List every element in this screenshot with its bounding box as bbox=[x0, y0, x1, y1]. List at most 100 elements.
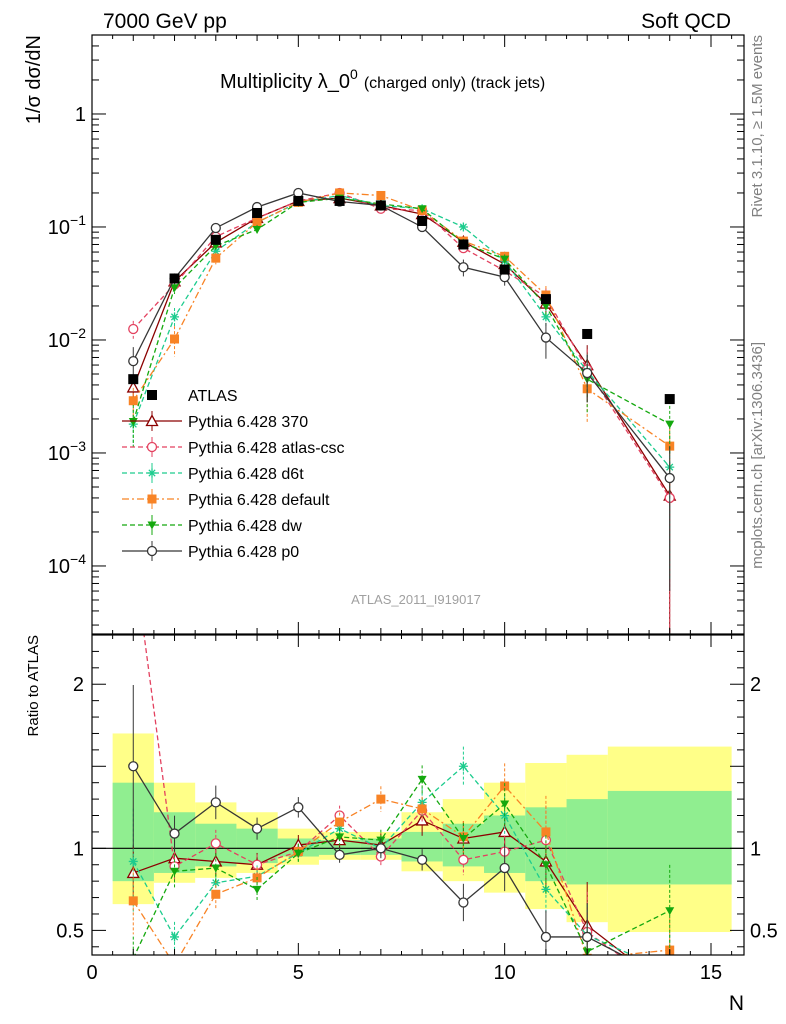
main-y-axis-label: 1/σ dσ/dN bbox=[23, 35, 45, 124]
ratio-panel-frame bbox=[91, 634, 745, 956]
ratio-point bbox=[665, 967, 674, 976]
data-point bbox=[540, 294, 551, 305]
ratio-point bbox=[211, 864, 221, 873]
ratio-point bbox=[129, 548, 138, 557]
ratio-point bbox=[335, 833, 345, 842]
ratio-point bbox=[665, 987, 674, 996]
ratio-y-tick-label-right: 2 bbox=[750, 674, 761, 696]
ratio-band-inner bbox=[607, 790, 732, 885]
legend-entry: Pythia 6.428 370 bbox=[122, 411, 308, 431]
ratio-point bbox=[128, 896, 138, 906]
data-point bbox=[540, 332, 552, 343]
legend-label: ATLAS bbox=[188, 388, 238, 405]
data-point bbox=[417, 205, 427, 214]
data-point bbox=[458, 239, 469, 250]
x-tick-label: 0 bbox=[86, 962, 97, 984]
ratio-point bbox=[169, 828, 180, 839]
legend-marker bbox=[145, 414, 159, 427]
data-point bbox=[126, 380, 140, 393]
main-panel-series bbox=[126, 187, 677, 634]
data-point bbox=[665, 420, 675, 429]
data-point bbox=[664, 394, 675, 405]
x-tick-label: 10 bbox=[494, 962, 516, 984]
ratio-point bbox=[210, 797, 221, 808]
data-point bbox=[375, 200, 386, 211]
data-point bbox=[541, 312, 551, 322]
data-point bbox=[458, 262, 469, 273]
data-point bbox=[458, 222, 468, 232]
data-point bbox=[334, 195, 345, 206]
ratio-point bbox=[499, 862, 510, 874]
x-tick-label: 15 bbox=[700, 962, 722, 984]
data-point bbox=[170, 334, 180, 344]
main-panel-frame bbox=[91, 34, 745, 635]
ratio-y-tick-label-right: 1 bbox=[750, 838, 761, 860]
x-axis-label: N bbox=[729, 992, 744, 1015]
data-point bbox=[541, 302, 551, 311]
plot-title-subtitle: (charged only) (track jets) bbox=[364, 75, 545, 92]
ratio-y-tick-label: 2 bbox=[73, 674, 84, 696]
ratio-point bbox=[335, 817, 345, 827]
data-point bbox=[335, 188, 345, 198]
ratio-point bbox=[375, 843, 387, 854]
legend-entry: Pythia 6.428 default bbox=[122, 489, 330, 509]
ratio-point bbox=[170, 867, 180, 876]
ratio-point bbox=[416, 854, 428, 865]
legend-marker bbox=[147, 521, 157, 530]
legend-marker bbox=[147, 494, 157, 504]
data-point bbox=[582, 367, 593, 379]
y-tick-label: 10−1 bbox=[48, 212, 86, 239]
ratio-point bbox=[582, 931, 593, 943]
series-atlas bbox=[128, 195, 675, 405]
ratio-point bbox=[128, 856, 138, 866]
data-point bbox=[128, 355, 139, 367]
y-tick-label: 10−3 bbox=[48, 438, 86, 465]
ratio-point bbox=[500, 800, 510, 809]
data-point bbox=[170, 284, 180, 293]
legend-marker bbox=[146, 545, 158, 557]
x-tick-label: 5 bbox=[293, 962, 304, 984]
data-point bbox=[169, 273, 180, 284]
ratio-band-inner bbox=[566, 799, 608, 885]
ratio-point bbox=[458, 854, 469, 865]
ratio-point bbox=[211, 889, 221, 899]
ratio-point bbox=[458, 897, 469, 908]
header-energy-label: 7000 GeV pp bbox=[103, 10, 227, 33]
analysis-label: ATLAS_2011_I919017 bbox=[351, 592, 481, 607]
plot-title: Multiplicity λ_00 (charged only) (track j… bbox=[220, 66, 545, 93]
plot-title-main: Multiplicity λ_0 bbox=[220, 71, 350, 93]
ratio-series-pythia-6-428-p0 bbox=[128, 685, 671, 955]
ratio-y-axis-label: Ratio to ATLAS bbox=[25, 635, 42, 736]
y-tick-label: 1 bbox=[75, 104, 86, 126]
legend-entry: Pythia 6.428 d6t bbox=[122, 463, 304, 483]
mcplots-label: mcplots.cern.ch [arXiv:1306.3436] bbox=[749, 342, 766, 569]
plot-axes: 0 5 10 15 10−4 10−3 10−2 10−1 1 0.5 0.5 1 1 2 2 bbox=[48, 34, 778, 984]
ratio-point bbox=[541, 827, 551, 837]
legend-marker bbox=[147, 390, 157, 400]
legend-marker bbox=[146, 441, 158, 453]
ratio-point bbox=[334, 849, 345, 861]
legend-entry: ATLAS bbox=[147, 388, 238, 405]
ratio-point bbox=[210, 838, 221, 849]
ratio-panel-series bbox=[126, 548, 675, 996]
legend-label: Pythia 6.428 dw bbox=[188, 518, 302, 535]
ratio-point bbox=[665, 907, 675, 916]
legend-marker bbox=[147, 468, 157, 478]
legend-label: Pythia 6.428 370 bbox=[188, 414, 308, 431]
data-point bbox=[128, 374, 139, 385]
ratio-point bbox=[540, 931, 552, 943]
rivet-version-label: Rivet 3.1.10, ≥ 1.5M events bbox=[749, 35, 766, 218]
ratio-point bbox=[293, 849, 303, 858]
data-point bbox=[664, 472, 675, 484]
ratio-y-tick-label-right: 0.5 bbox=[750, 920, 778, 942]
data-point bbox=[128, 323, 139, 335]
data-point bbox=[170, 312, 180, 322]
data-point bbox=[417, 215, 428, 226]
ratio-point bbox=[458, 761, 468, 771]
legend-label: Pythia 6.428 atlas-csc bbox=[188, 440, 345, 457]
ratio-point bbox=[541, 861, 551, 870]
ratio-point bbox=[128, 761, 139, 772]
ratio-point bbox=[458, 834, 468, 843]
data-point bbox=[252, 207, 263, 218]
